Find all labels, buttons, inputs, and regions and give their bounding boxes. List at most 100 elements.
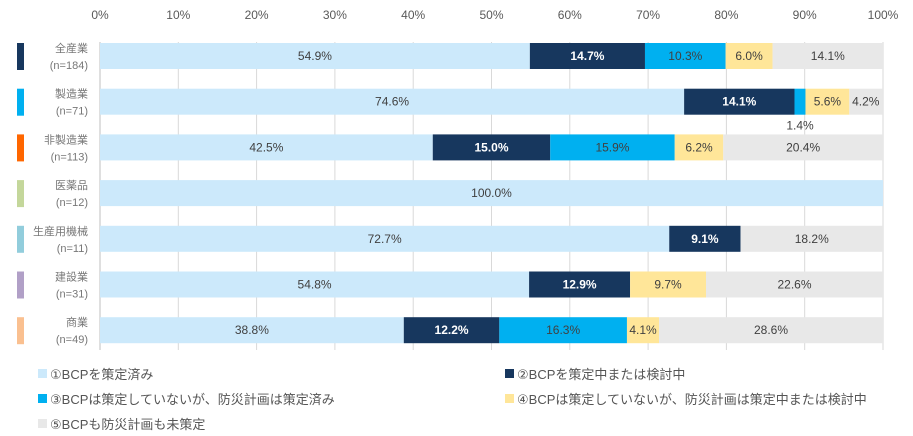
category-n-label: (n=71) [56,106,88,118]
data-label: 9.1% [691,232,719,246]
legend-swatch [38,369,47,378]
data-label: 18.2% [795,232,829,246]
bar-segment [550,134,675,161]
bar-segment [723,134,883,161]
data-label: 22.6% [778,278,812,292]
category-color-marker [17,43,24,70]
bar-segment [100,271,530,298]
data-label: 10.3% [668,49,702,63]
category-n-label: (n=113) [51,151,88,163]
category-label: 医薬品 [55,179,88,192]
data-label: 14.1% [722,95,756,109]
data-label: 74.6% [375,95,409,109]
legend-label: ④BCPは策定していないが、防災計画は策定中または検討中 [517,392,867,407]
data-label: 16.3% [546,323,580,337]
category-color-marker [17,88,24,116]
bar-segment [100,180,883,207]
data-label: 54.8% [298,278,332,292]
bar-segment [849,88,883,115]
legend-swatch [38,419,47,428]
data-label: 72.7% [368,232,402,246]
data-label: 5.6% [814,95,842,109]
bar-segment [659,317,883,344]
data-label: 20.4% [786,140,820,154]
data-label: 54.9% [298,49,332,63]
data-label: 4.1% [629,323,657,337]
bar-segment [630,271,707,298]
x-tick-label: 20% [245,8,269,22]
x-tick-label: 50% [479,8,503,22]
category-color-marker [17,225,24,253]
category-n-label: (n=12) [56,197,88,209]
bar-segment [626,317,660,344]
data-label: 6.0% [735,49,763,63]
bar-segment [100,317,404,344]
bar-segment [805,88,850,115]
category-color-marker [17,134,24,162]
bar-segment [529,43,645,69]
x-tick-label: 90% [793,8,817,22]
data-label: 4.2% [852,95,880,109]
data-label: 12.9% [563,278,597,292]
legend-label: ③BCPは策定していないが、防災計画は策定済み [50,392,335,407]
x-tick-label: 70% [636,8,660,22]
data-label: 6.2% [685,140,713,154]
x-tick-label: 30% [323,8,347,22]
category-color-marker [17,180,24,208]
bar-segment [403,317,500,344]
bar-segment [644,43,726,69]
bar-segment [100,225,670,252]
category-n-label: (n=11) [57,243,88,255]
bar-segment [740,225,883,252]
legend-item-2: ②BCPを策定中または検討中 [505,364,685,383]
bar-segment [100,134,433,161]
bar-segment [432,134,551,161]
data-label: 14.7% [570,49,604,63]
category-n-label: (n=184) [50,60,88,72]
bar-segment [100,43,530,69]
data-label: 14.1% [811,49,845,63]
data-label: 100.0% [471,186,512,200]
category-label: 建設業 [55,270,88,284]
bar-segment [706,271,883,298]
data-label: 9.7% [654,278,682,292]
category-n-label: (n=49) [56,334,88,346]
legend-label: ⑤BCPも防災計画も未策定 [50,417,206,432]
category-color-marker [17,271,24,299]
data-label: 28.6% [754,323,788,337]
x-tick-label: 10% [166,8,190,22]
category-n-label: (n=31) [56,289,88,301]
legend-swatch [38,394,47,403]
data-label: 42.5% [249,140,283,154]
x-tick-label: 40% [401,8,425,22]
data-label: 15.0% [474,140,508,154]
data-label: 15.9% [595,140,629,154]
bar-segment [669,225,741,252]
category-label: 非製造業 [44,132,88,146]
bar-segment [794,88,806,115]
bar-segment [725,43,773,69]
legend-label: ①BCPを策定済み [50,367,154,382]
legend-item-3: ③BCPは策定していないが、防災計画は策定済み [38,389,335,408]
legend-label: ②BCPを策定中または検討中 [517,367,686,382]
category-label: 生産用機械 [33,224,88,238]
legend-swatch [505,394,514,403]
bar-segment [772,43,883,69]
x-tick-label: 100% [868,8,899,22]
legend-item-1: ①BCPを策定済み [38,364,153,383]
legend-item-4: ④BCPは策定していないが、防災計画は策定中または検討中 [505,389,867,408]
bar-segment [674,134,724,161]
category-label: 商業 [66,315,88,329]
bar-segment [100,88,685,115]
bar-segment [684,88,795,115]
x-tick-label: 0% [91,8,109,22]
legend-swatch [505,369,514,378]
bar-segment [499,317,627,344]
data-label: 1.4% [786,119,814,133]
legend-item-5: ⑤BCPも防災計画も未策定 [38,414,205,433]
x-tick-label: 80% [714,8,738,22]
category-color-marker [17,317,24,345]
bar-segment [529,271,631,298]
